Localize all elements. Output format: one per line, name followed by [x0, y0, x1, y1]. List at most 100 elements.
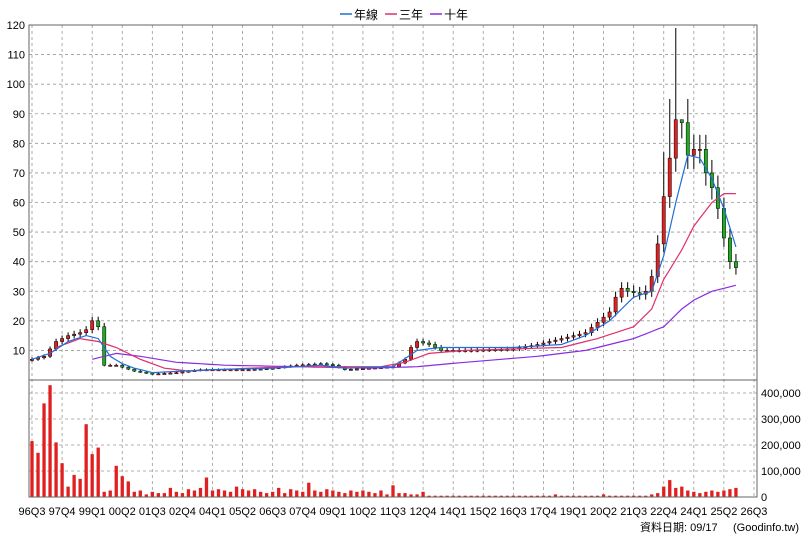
legend-label-10year: 十年: [444, 8, 468, 22]
volume-bar: [686, 490, 690, 497]
volume-bar: [114, 465, 118, 497]
candle-body: [132, 368, 137, 372]
volume-bar: [240, 489, 245, 497]
volume-bar: [162, 493, 167, 497]
candle-body: [631, 291, 636, 293]
volume-bar: [246, 490, 251, 497]
volume-bar: [343, 493, 347, 497]
volume-bar: [313, 490, 317, 497]
volume-bar: [379, 490, 383, 497]
volume-bar: [54, 442, 58, 497]
volume-bar: [204, 477, 209, 497]
legend-label-year: 年線: [354, 7, 378, 22]
volume-tick-label: 200,000: [761, 440, 801, 452]
candle-body: [96, 320, 101, 328]
x-tick-label: 16Q3: [500, 506, 527, 518]
legend-label-3year: 三年: [399, 8, 423, 22]
price-tick-label: 30: [13, 286, 25, 298]
candle-body: [234, 369, 239, 372]
candle-body: [144, 371, 149, 374]
volume-bar: [613, 495, 618, 497]
volume-bar: [277, 487, 281, 497]
price-tick-label: 20: [13, 316, 25, 328]
volume-bar: [192, 490, 197, 497]
candle-body: [246, 369, 251, 372]
volume-bar: [469, 495, 473, 497]
candle-body: [72, 333, 77, 336]
ma-year-line: [31, 154, 737, 374]
candle-body: [691, 149, 696, 156]
volume-bar: [216, 489, 221, 497]
volume-bar: [710, 490, 714, 497]
volume-bar: [644, 495, 648, 497]
volume-bar: [264, 493, 269, 497]
candle-body: [433, 344, 438, 348]
source-label: (Goodinfo.tw): [733, 522, 799, 534]
candle-body: [655, 243, 660, 277]
x-tick-label: 15Q2: [470, 506, 497, 518]
volume-bar: [475, 495, 479, 497]
candle-body: [679, 119, 684, 123]
volume-bar: [198, 487, 203, 497]
x-tick-label: 09Q1: [319, 506, 346, 518]
candle-body: [330, 364, 335, 366]
volume-bar: [650, 494, 654, 497]
volume-bar: [493, 495, 497, 497]
volume-bar: [481, 495, 485, 497]
x-tick-label: 02Q4: [169, 506, 196, 518]
price-tick-label: 120: [7, 20, 25, 32]
x-tick-label: 19Q1: [560, 506, 587, 518]
volume-bar: [583, 495, 588, 497]
volume-bar: [517, 495, 522, 497]
volume-bar: [728, 489, 732, 497]
volume-bar: [445, 495, 449, 497]
candle-body: [661, 196, 666, 245]
x-tick-label: 24Q1: [680, 506, 707, 518]
volume-bar: [319, 491, 323, 497]
x-tick-label: 14Q1: [440, 506, 467, 518]
volume-bar: [638, 495, 642, 497]
volume-bar: [78, 478, 82, 497]
volume-bar: [234, 486, 239, 497]
candle-body: [625, 288, 630, 292]
chart-axes: 10 20 30 40 50 60 70 80 90 100 110 120 0 100,000 200,0…: [7, 20, 801, 518]
volume-bar: [487, 495, 491, 497]
price-tick-label: 70: [13, 168, 25, 180]
candle-body: [421, 341, 425, 344]
candle-body: [613, 296, 618, 313]
x-tick-label: 20Q2: [590, 506, 617, 518]
price-tick-label: 110: [7, 50, 25, 62]
volume-bar: [385, 494, 389, 497]
volume-bar: [84, 424, 88, 497]
volume-bar: [722, 490, 726, 497]
candle-body: [162, 373, 167, 375]
candle-body: [174, 372, 179, 375]
candle-body: [324, 363, 329, 366]
volume-bar: [325, 489, 329, 497]
volume-bar: [553, 494, 558, 497]
candle-body: [361, 368, 365, 370]
volume-bar: [108, 490, 112, 497]
price-tick-label: 80: [13, 138, 25, 150]
volume-bar: [577, 495, 582, 497]
candle-body: [108, 364, 113, 367]
volume-bar: [186, 489, 191, 497]
volume-bar: [559, 495, 564, 497]
volume-tick-label: 300,000: [761, 414, 801, 426]
volume-bar: [126, 481, 130, 497]
x-tick-label: 06Q3: [259, 506, 286, 518]
price-candles: [30, 27, 738, 376]
volume-bar: [463, 495, 467, 497]
volume-bar: [228, 491, 233, 497]
volume-bar: [36, 452, 40, 497]
x-tick-label: 11Q3: [380, 506, 406, 518]
candle-body: [637, 292, 642, 295]
volume-bar: [565, 495, 570, 497]
volume-bar: [680, 486, 684, 497]
volume-bar: [451, 495, 455, 497]
candle-body: [156, 373, 161, 376]
x-tick-label: 00Q2: [109, 506, 136, 518]
candle-body: [619, 288, 624, 298]
candle-body: [150, 372, 155, 375]
candle-body: [168, 372, 173, 375]
